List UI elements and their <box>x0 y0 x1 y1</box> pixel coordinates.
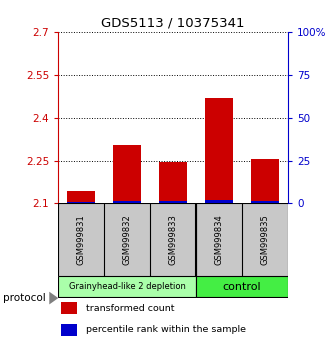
Bar <box>205 200 233 204</box>
Text: GSM999833: GSM999833 <box>168 214 178 265</box>
Bar <box>68 202 95 204</box>
Bar <box>61 324 77 336</box>
Text: GSM999835: GSM999835 <box>260 214 270 265</box>
Text: GSM999832: GSM999832 <box>123 214 132 265</box>
Bar <box>68 191 95 204</box>
Title: GDS5113 / 10375341: GDS5113 / 10375341 <box>102 16 245 29</box>
Text: GSM999834: GSM999834 <box>214 214 224 265</box>
Text: percentile rank within the sample: percentile rank within the sample <box>86 325 246 334</box>
Polygon shape <box>49 292 58 304</box>
Text: Grainyhead-like 2 depletion: Grainyhead-like 2 depletion <box>69 282 185 291</box>
Bar <box>114 145 141 204</box>
Text: control: control <box>223 282 261 292</box>
Bar <box>196 276 288 297</box>
Bar <box>61 302 77 314</box>
Text: GSM999831: GSM999831 <box>77 214 86 265</box>
Bar <box>205 98 233 204</box>
Bar <box>251 201 279 204</box>
Bar <box>58 276 196 297</box>
Bar <box>160 162 187 204</box>
Bar <box>160 201 187 204</box>
Text: protocol: protocol <box>3 293 46 303</box>
Bar <box>251 159 279 204</box>
Bar <box>114 201 141 204</box>
Text: transformed count: transformed count <box>86 304 174 313</box>
